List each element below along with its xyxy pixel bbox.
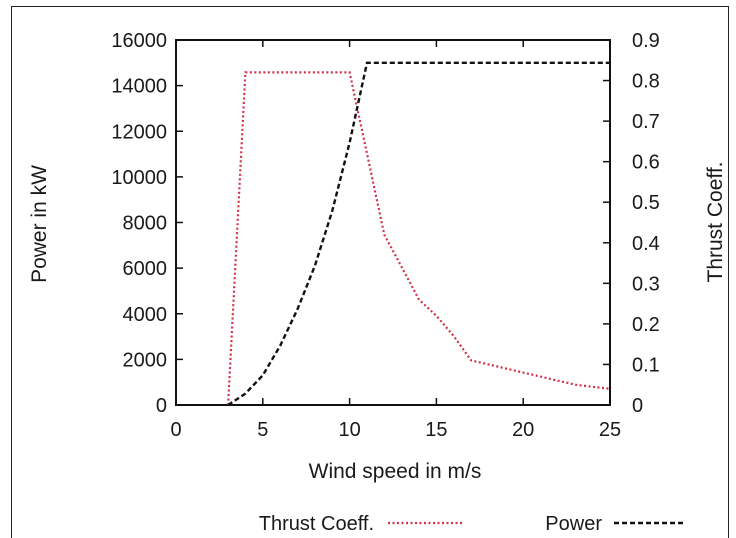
y2-tick-label: 0.3: [632, 273, 660, 295]
legend: Thrust Coeff. Power: [259, 513, 686, 535]
y-tick-label: 4000: [123, 304, 168, 326]
y-tick-label: 0: [156, 395, 167, 417]
y-tick-label: 8000: [123, 213, 168, 235]
x-tick-label: 10: [338, 419, 360, 441]
y2-tick-label: 0.8: [632, 71, 660, 93]
x-axis-ticks: 0 5 10 15 20 25: [170, 40, 621, 441]
y2-tick-label: 0.9: [632, 30, 660, 52]
y-tick-label: 14000: [111, 76, 167, 98]
y2-axis-title: Thrust Coeff.: [704, 162, 727, 283]
y2-tick-label: 0: [632, 395, 643, 417]
series-line-power: [227, 61, 610, 407]
y2-tick-label: 0.5: [632, 192, 660, 214]
y-axis-ticks: 0 2000 4000 6000 8000 10000 12000 14000 16000: [111, 30, 183, 417]
x-tick-label: 0: [170, 419, 181, 441]
y2-tick-label: 0.1: [632, 354, 660, 376]
y-tick-label: 2000: [123, 349, 168, 371]
y-tick-label: 16000: [111, 30, 167, 52]
x-axis-title: Wind speed in m/s: [309, 460, 482, 483]
y2-tick-label: 0.7: [632, 111, 660, 133]
y2-tick-label: 0.4: [632, 233, 660, 255]
x-tick-label: 5: [257, 419, 268, 441]
series-line-thrust: [227, 71, 611, 406]
y2-tick-label: 0.2: [632, 314, 660, 336]
plot-border: [175, 39, 611, 406]
x-tick-label: 20: [512, 419, 534, 441]
chart-frame: [11, 6, 729, 538]
plot-area: [175, 39, 611, 407]
y-tick-label: 10000: [111, 167, 167, 189]
legend-label-thrust: Thrust Coeff.: [259, 513, 374, 535]
y2-axis-ticks: 0 0.1 0.2 0.3 0.4 0.5 0.6 0.7 0.8 0.9: [603, 30, 660, 417]
y2-tick-label: 0.6: [632, 152, 660, 174]
y-axis-title: Power in kW: [28, 165, 51, 283]
y-tick-label: 6000: [123, 258, 168, 280]
x-tick-label: 25: [599, 419, 621, 441]
legend-label-power: Power: [545, 513, 602, 535]
y-tick-label: 12000: [111, 121, 167, 143]
x-tick-label: 15: [425, 419, 447, 441]
